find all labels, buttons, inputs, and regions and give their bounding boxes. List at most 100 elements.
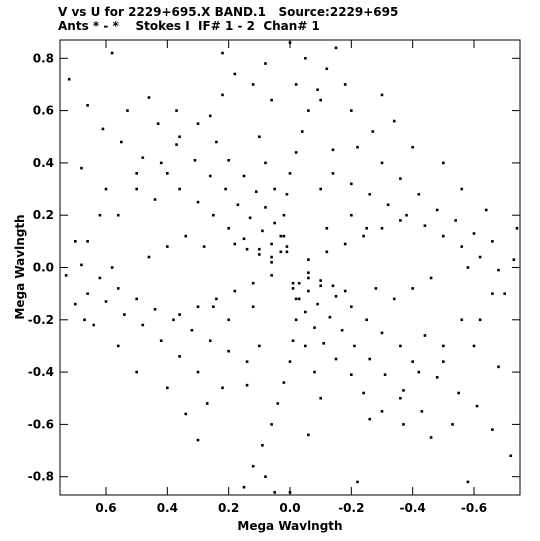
uv-point [285, 192, 289, 196]
uv-point [368, 357, 372, 361]
uv-point [153, 198, 157, 201]
uv-point [193, 158, 197, 162]
uv-point [104, 300, 108, 303]
uv-point [147, 255, 151, 259]
uv-point [478, 255, 482, 259]
uv-point [285, 250, 289, 254]
uv-point [159, 339, 163, 343]
uv-point [380, 410, 384, 413]
uv-point [159, 161, 163, 165]
uv-point [196, 305, 200, 309]
uv-point [227, 349, 230, 353]
uv-point [509, 454, 513, 458]
uv-point [442, 161, 445, 165]
uv-point [392, 119, 396, 123]
uv-point [233, 242, 237, 246]
uv-point [184, 234, 188, 238]
uv-point [356, 145, 359, 149]
chart-subtitle: Ants * - * Stokes I IF# 1 - 2 Chan# 1 [58, 19, 320, 33]
uv-point [270, 242, 273, 246]
uv-point [273, 187, 276, 191]
uv-point [215, 297, 218, 301]
uv-point [221, 93, 224, 97]
x-axis-label: Mega Wavlngth [237, 519, 342, 533]
uv-point [350, 182, 353, 186]
uv-point [242, 485, 246, 489]
x-tick-label: 0.0 [279, 501, 300, 515]
uv-point [319, 396, 322, 400]
uv-point [245, 360, 249, 363]
uv-point [178, 355, 181, 358]
x-tick-label: 0.6 [95, 501, 116, 515]
uv-point [297, 281, 301, 285]
y-axis-label: Mega Wavlngth [13, 214, 27, 319]
uv-point [497, 268, 500, 272]
uv-point [291, 287, 295, 290]
uv-point [362, 234, 365, 238]
uv-point [264, 62, 267, 65]
uv-point [307, 433, 310, 437]
uv-point [285, 245, 289, 248]
uv-point [172, 318, 175, 322]
uv-point [350, 213, 353, 217]
uv-point [331, 148, 335, 152]
uv-point [147, 96, 151, 99]
uv-point [116, 344, 120, 348]
uv-point [411, 145, 414, 149]
uv-point [178, 187, 181, 191]
uv-point [331, 284, 335, 288]
uv-point [356, 480, 359, 484]
uv-point [423, 224, 427, 227]
uv-point [316, 88, 319, 91]
uv-point [362, 391, 365, 395]
uv-point [374, 287, 378, 290]
uv-point [166, 245, 169, 248]
uv-point [399, 219, 402, 222]
uv-point [304, 57, 307, 60]
uv-point [258, 247, 261, 251]
uv-point [454, 219, 457, 222]
uv-point [221, 51, 224, 55]
uv-point [126, 109, 129, 112]
uv-point [442, 344, 445, 348]
uv-point [451, 423, 454, 426]
uv-point [325, 226, 329, 230]
x-tick-label: -0.4 [400, 501, 426, 515]
uv-point [399, 177, 402, 180]
uv-point [442, 360, 445, 363]
uv-point [242, 237, 246, 241]
x-tick-label: 0.4 [157, 501, 178, 515]
uv-point [110, 51, 114, 55]
uv-point [350, 109, 353, 112]
uv-point [383, 373, 387, 377]
uv-point [208, 339, 212, 343]
uv-point [215, 140, 218, 144]
uv-point [251, 281, 255, 285]
uv-point [224, 187, 227, 191]
uv-point [190, 328, 194, 332]
uv-point [307, 276, 310, 280]
uv-point [205, 402, 209, 405]
uv-point [294, 297, 298, 301]
uv-point [288, 41, 292, 44]
uv-point [258, 344, 261, 348]
uv-point [515, 226, 519, 230]
uv-point [423, 334, 427, 337]
uv-point [307, 271, 310, 275]
uv-point [331, 172, 335, 175]
uv-point [245, 247, 249, 251]
uv-point [116, 213, 120, 217]
uv-point [512, 258, 516, 261]
uv-point [466, 266, 470, 269]
uv-point [135, 172, 138, 175]
uv-point [380, 93, 384, 97]
uv-point [233, 72, 237, 76]
uv-point [101, 127, 105, 131]
y-tick-label: 0.0 [33, 261, 54, 275]
uv-point [429, 436, 433, 439]
uv-point [460, 245, 464, 248]
uv-point [350, 305, 353, 309]
y-tick-label: 0.8 [33, 51, 54, 65]
uv-point [380, 161, 384, 165]
uv-point [270, 274, 273, 277]
